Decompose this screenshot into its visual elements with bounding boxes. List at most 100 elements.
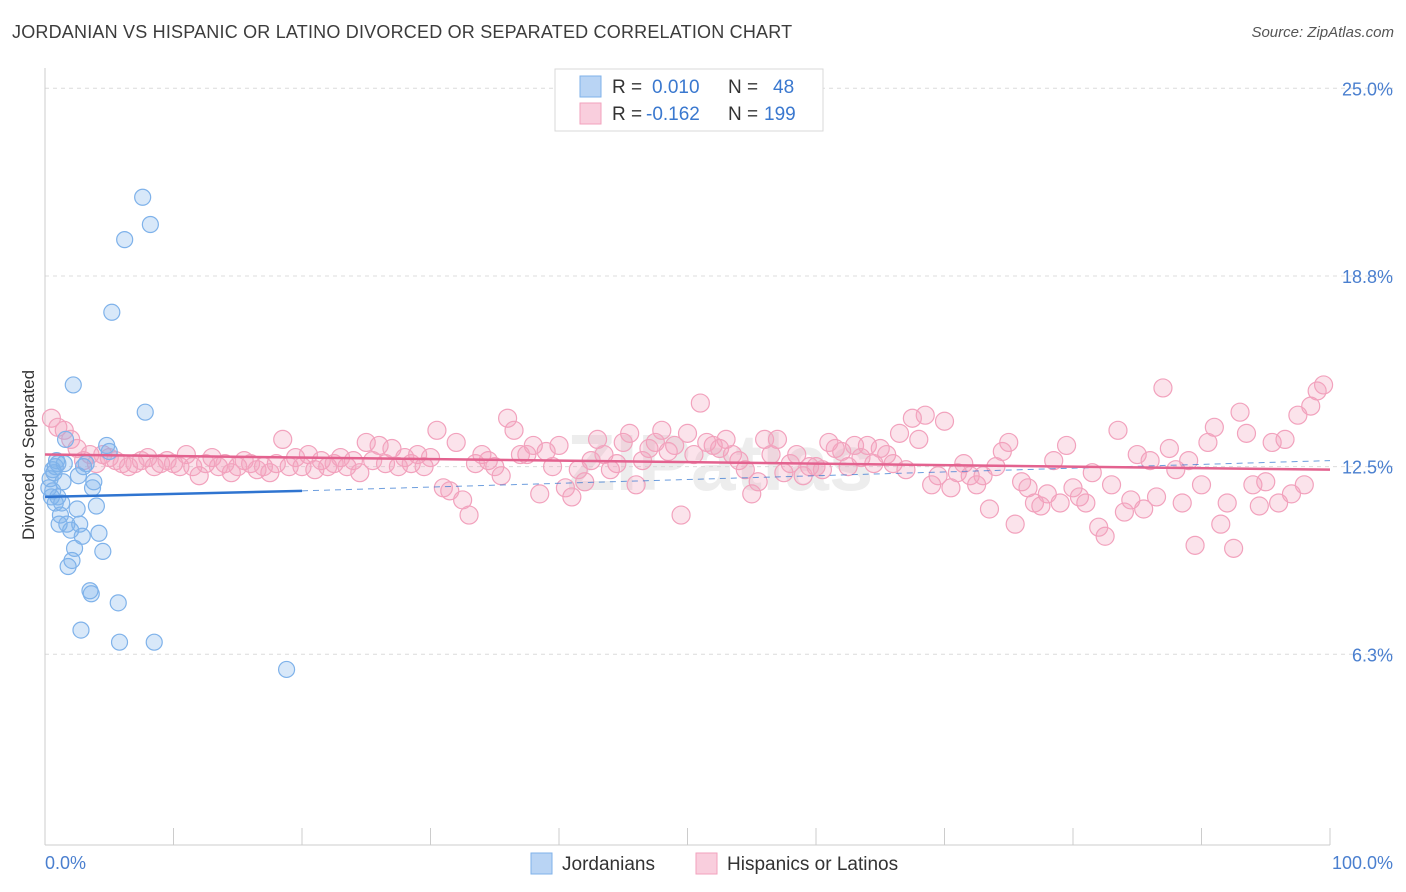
- jordanian-point: [65, 539, 84, 557]
- hispanic-point: [1005, 514, 1025, 534]
- jordanian-point: [87, 497, 106, 515]
- axes: [44, 68, 1331, 846]
- hispanic-point: [1224, 538, 1244, 558]
- jordanian-point: [72, 621, 90, 639]
- chart-source: Source: ZipAtlas.com: [1251, 24, 1394, 41]
- hispanic-point: [1217, 493, 1237, 513]
- hispanic-point: [1249, 496, 1269, 516]
- hispanic-point: [1185, 535, 1205, 555]
- legend-r-label-1: R =: [612, 77, 642, 98]
- hispanic-point: [979, 499, 1000, 519]
- y-axis-title: Divorced or Separated: [19, 370, 38, 540]
- hispanic-point: [343, 450, 363, 471]
- jordanian-point: [110, 633, 129, 651]
- jordanian-point: [73, 527, 91, 545]
- hispanic-point: [1236, 423, 1257, 443]
- hispanic-point: [684, 444, 704, 465]
- hispanic-point: [1044, 450, 1064, 471]
- hispanic-point: [350, 463, 370, 483]
- bottom-legend-swatch-pink: [695, 852, 718, 875]
- hispanic-point: [273, 429, 293, 450]
- jordanian-point: [46, 458, 64, 476]
- hispanic-point: [459, 505, 479, 525]
- jordanian-point: [68, 500, 86, 518]
- hispanic-point: [999, 432, 1019, 453]
- hispanic-point: [1056, 435, 1077, 456]
- hispanic-point: [1140, 450, 1160, 471]
- hispanic-point: [671, 505, 691, 525]
- stats-legend: R = 0.010 N = 48 R = -0.162 N = 199: [554, 68, 824, 132]
- hispanic-point: [1031, 496, 1051, 516]
- jordanian-point: [145, 633, 163, 651]
- hispanic-point: [504, 420, 524, 440]
- legend-r-label-2: R =: [612, 104, 642, 125]
- legend-swatch-blue: [579, 75, 602, 98]
- hispanic-point: [530, 484, 550, 504]
- hispanic-point: [1076, 493, 1096, 513]
- hispanic-point: [1153, 378, 1173, 398]
- jordanian-point: [77, 455, 95, 473]
- hispanic-point: [420, 447, 441, 468]
- hispanic-point: [742, 484, 762, 504]
- legend-n-label-1: N =: [728, 77, 758, 98]
- x-tick-label-max: 100.0%: [1332, 853, 1393, 873]
- grid-lines: [45, 87, 1395, 655]
- y-tick-label: 18.8%: [1342, 267, 1393, 287]
- hispanic-point: [889, 423, 910, 443]
- hispanic-point: [1050, 493, 1070, 513]
- jordanian-point: [69, 467, 88, 485]
- hispanic-point: [549, 435, 569, 456]
- jordanian-point: [141, 215, 159, 234]
- legend-n-value-2: 199: [764, 104, 796, 125]
- jordanian-trend-line: [44, 489, 303, 499]
- jordanian-point: [56, 430, 75, 449]
- hispanic-point: [620, 423, 640, 443]
- legend-r-value-1: 0.010: [652, 77, 700, 98]
- legend-swatch-pink: [579, 102, 602, 125]
- hispanic-point: [1095, 526, 1115, 546]
- hispanic-point: [909, 429, 929, 450]
- hispanic-point: [491, 466, 511, 486]
- hispanic-point: [1108, 420, 1128, 440]
- hispanic-point: [498, 408, 518, 428]
- jordanian-point: [94, 542, 112, 560]
- hispanic-point: [189, 466, 209, 486]
- hispanic-point: [1211, 514, 1231, 534]
- hispanic-point: [1294, 475, 1314, 495]
- hispanic-point: [1146, 487, 1167, 507]
- hispanic-point: [748, 472, 768, 492]
- hispanic-point: [607, 454, 627, 474]
- series-legend: Jordanians Hispanics or Latinos: [530, 852, 898, 875]
- jordanian-point: [53, 494, 71, 512]
- hispanic-point: [652, 420, 672, 440]
- bottom-legend-jordanians: Jordanians: [562, 854, 655, 875]
- jordanian-point: [82, 585, 100, 603]
- hispanic-point: [934, 411, 955, 431]
- hispanic-point: [1275, 429, 1295, 450]
- y-tick-labels: 6.3% 12.5% 18.8% 25.0%: [1342, 79, 1393, 665]
- legend-n-label-2: N =: [728, 104, 758, 125]
- hispanic-point: [735, 460, 755, 480]
- hispanic-point: [677, 423, 698, 443]
- hispanic-point: [626, 475, 646, 495]
- hispanic-trend-line: [44, 453, 1331, 471]
- hispanic-point: [690, 393, 710, 413]
- chart-title: JORDANIAN VS HISPANIC OR LATINO DIVORCED…: [12, 22, 793, 42]
- hispanic-point: [954, 454, 974, 474]
- hispanic-point: [1230, 402, 1250, 422]
- hispanic-point: [1134, 499, 1154, 519]
- trend-lines: [44, 453, 1331, 499]
- hispanic-point: [915, 405, 935, 425]
- hispanic-point: [1256, 472, 1276, 492]
- legend-n-value-1: 48: [773, 77, 794, 98]
- jordanian-point: [136, 403, 154, 421]
- hispanic-point: [542, 457, 563, 477]
- y-tick-label: 25.0%: [1342, 79, 1393, 99]
- hispanic-point: [1191, 475, 1212, 495]
- y-tick-label: 12.5%: [1342, 458, 1393, 478]
- bottom-legend-hispanics: Hispanics or Latinos: [727, 854, 898, 875]
- jordanian-point: [74, 458, 93, 476]
- jordanian-point: [85, 473, 103, 491]
- x-tick-labels: 0.0% 100.0%: [45, 853, 1393, 873]
- jordanian-point: [100, 442, 118, 461]
